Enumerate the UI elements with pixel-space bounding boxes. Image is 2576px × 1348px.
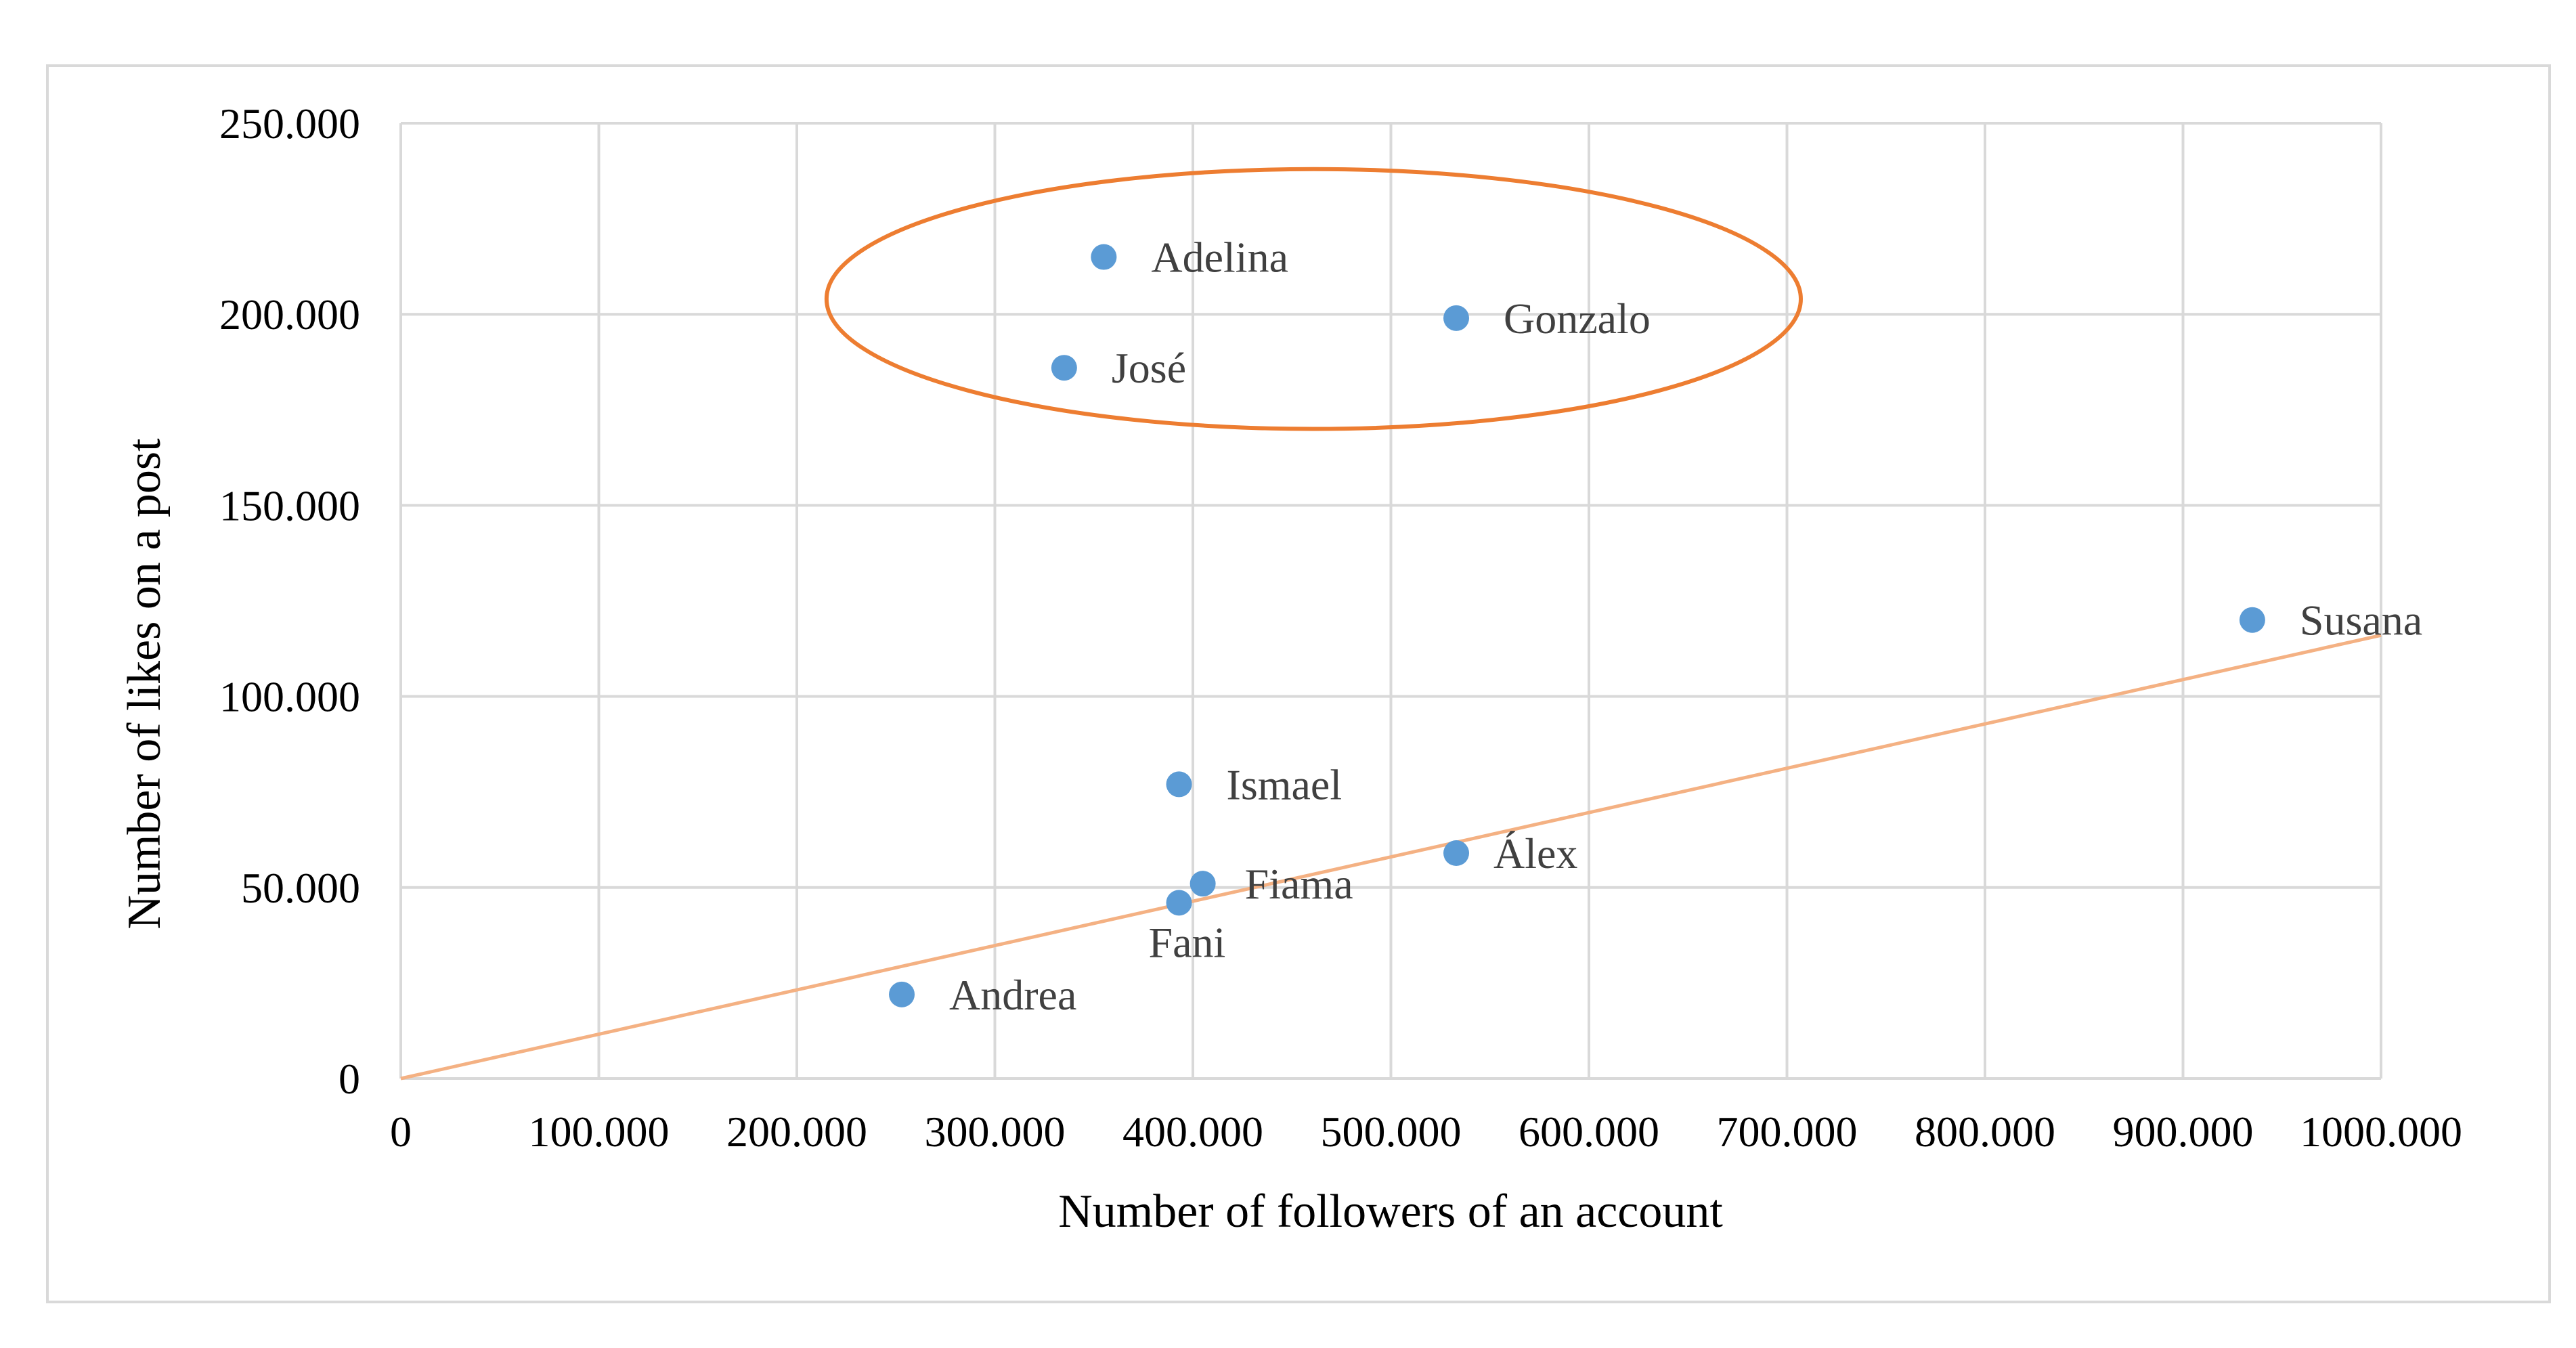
y-tick-label: 250.000	[219, 100, 360, 148]
point-labels: Adelina Gonzalo José Susana Ismael Álex Fiama F…	[949, 234, 2422, 1019]
data-points	[889, 244, 2265, 1007]
x-tick-label: 600.000	[1519, 1108, 1659, 1156]
data-label: Álex	[1493, 829, 1577, 877]
data-point	[1189, 871, 1216, 897]
y-tick-label: 150.000	[219, 481, 360, 529]
x-axis-title: Number of followers of an account	[1058, 1186, 1723, 1238]
x-tick-label: 700.000	[1717, 1108, 1858, 1156]
x-tick-label: 1000.000	[2300, 1108, 2462, 1156]
x-tick-label: 800.000	[1915, 1108, 2055, 1156]
y-tick-label: 200.000	[219, 290, 360, 339]
data-point	[1443, 840, 1470, 867]
axes	[399, 123, 2381, 1080]
data-label: Fiama	[1245, 860, 1353, 908]
data-label: Ismael	[1227, 760, 1342, 808]
x-tick-label: 500.000	[1321, 1108, 1462, 1156]
data-point	[1091, 244, 1117, 270]
y-axis-title: Number of likes on a post	[118, 438, 171, 930]
highlight-ellipse	[824, 167, 1803, 431]
y-tick-label: 100.000	[219, 673, 360, 721]
data-point	[2239, 607, 2265, 633]
tick-labels: 0 100.000 200.000 300.000 400.000 500.000 600.…	[219, 100, 2462, 1156]
data-point	[1051, 355, 1077, 381]
x-tick-label: 300.000	[925, 1108, 1066, 1156]
data-label: José	[1112, 344, 1186, 392]
data-label: Gonzalo	[1504, 295, 1651, 343]
chart-frame	[46, 64, 2551, 1303]
data-point	[1166, 890, 1192, 916]
data-label: Adelina	[1151, 234, 1288, 282]
data-label: Andrea	[949, 971, 1076, 1019]
x-tick-label: 400.000	[1122, 1108, 1263, 1156]
x-tick-label: 900.000	[2113, 1108, 2254, 1156]
data-label: Susana	[2300, 596, 2422, 645]
x-tick-label: 200.000	[726, 1108, 867, 1156]
data-point	[1166, 771, 1192, 798]
grid	[401, 122, 2382, 1079]
data-point	[1443, 305, 1470, 331]
y-tick-label: 50.000	[241, 864, 360, 912]
data-label: Fani	[1149, 918, 1226, 966]
x-tick-label: 100.000	[529, 1108, 670, 1156]
trendline	[400, 633, 2382, 1081]
x-tick-label: 0	[390, 1108, 412, 1156]
y-tick-label: 0	[339, 1055, 360, 1103]
highlight-ellipse-layer	[824, 167, 1803, 431]
trendline-layer	[400, 633, 2382, 1081]
data-point	[889, 981, 915, 1007]
